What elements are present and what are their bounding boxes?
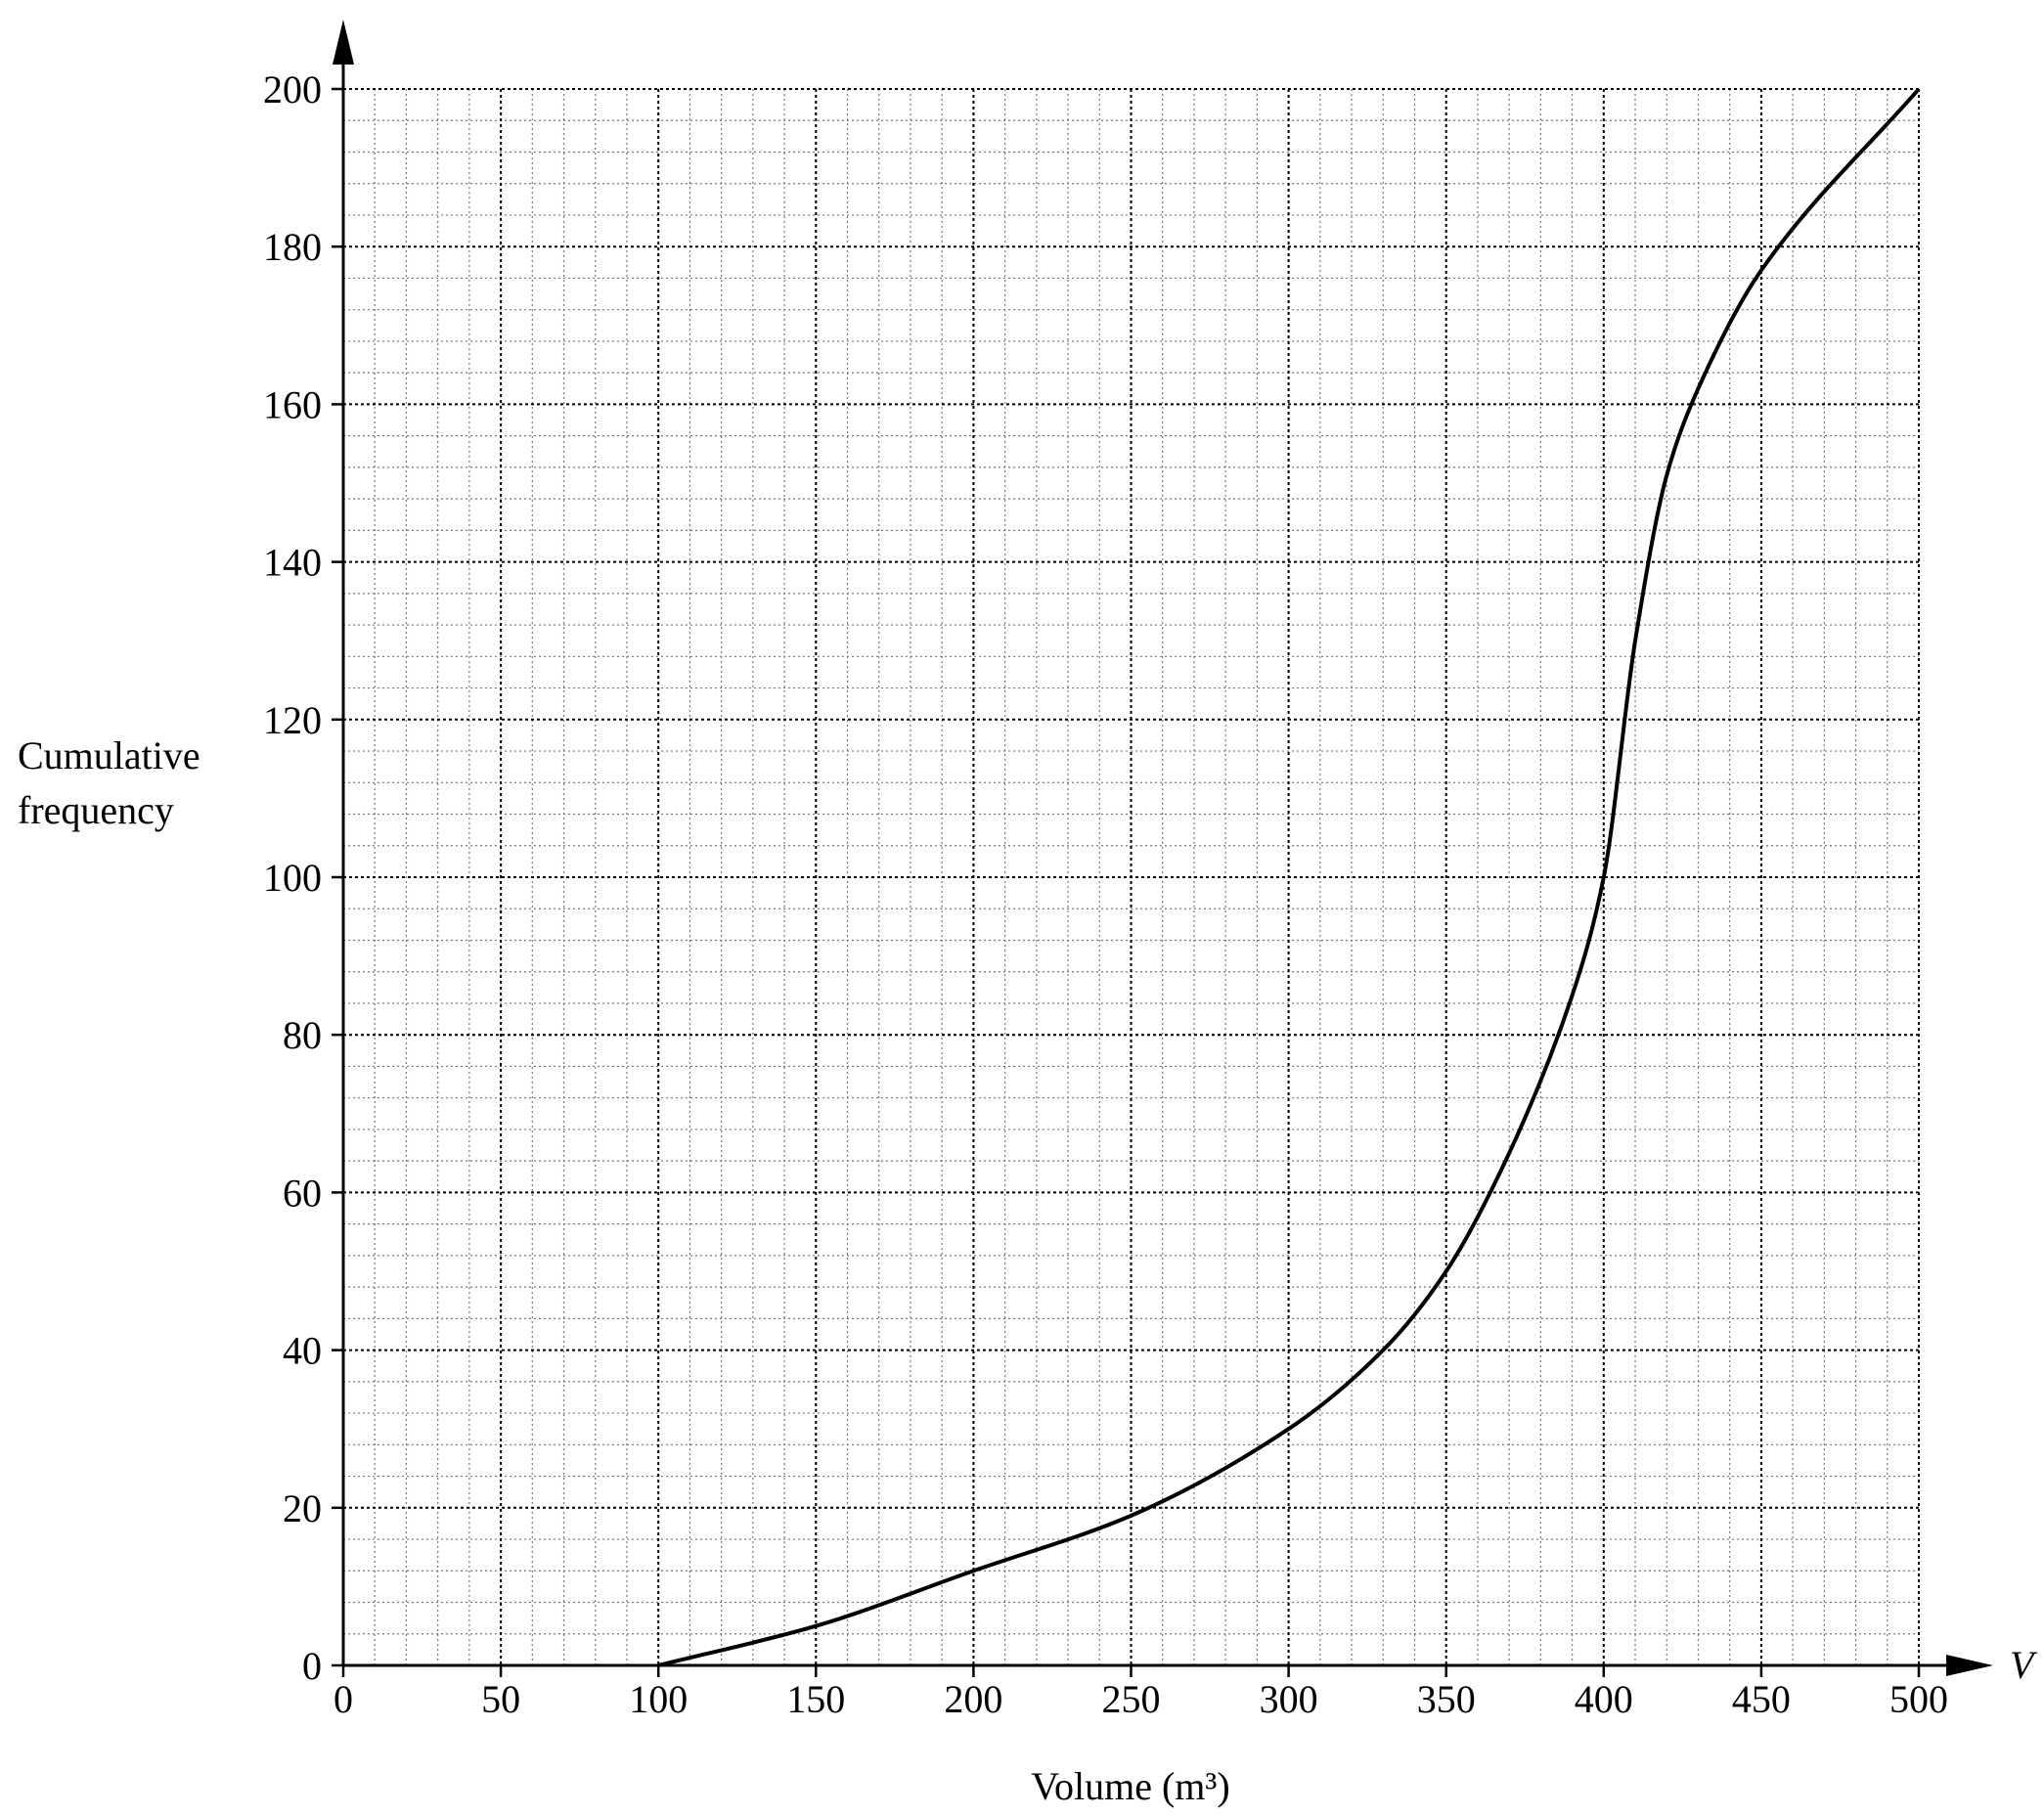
y-tick-label: 100 [263, 856, 322, 900]
x-tick-label: 250 [1102, 1677, 1161, 1721]
y-axis-arrow [333, 20, 354, 65]
x-axis-symbol: V [2010, 1643, 2038, 1687]
x-axis-label: Volume (m³) [1031, 1764, 1229, 1808]
x-tick-label: 100 [629, 1677, 688, 1721]
y-tick-label: 200 [263, 67, 322, 111]
curve [657, 87, 1921, 1667]
y-tick-label: 0 [302, 1644, 322, 1688]
x-tick-label: 400 [1575, 1677, 1633, 1721]
y-tick-label: 40 [283, 1329, 322, 1373]
y-tick-label: 140 [263, 541, 322, 585]
x-tick-label: 350 [1417, 1677, 1476, 1721]
y-tick-label: 80 [283, 1013, 322, 1057]
y-tick-label: 60 [283, 1171, 322, 1215]
x-tick-label: 200 [944, 1677, 1002, 1721]
y-tick-label: 20 [283, 1486, 322, 1530]
x-tick-label: 300 [1260, 1677, 1318, 1721]
grid [342, 88, 1920, 1666]
x-tick-label: 0 [333, 1677, 353, 1721]
x-tick-label: 50 [481, 1677, 520, 1721]
y-tick-label: 180 [263, 225, 322, 269]
x-tick-label: 150 [786, 1677, 845, 1721]
y-axis-label: Cumulative frequency [18, 733, 200, 832]
x-tick-label: 450 [1732, 1677, 1791, 1721]
x-tick-label: 500 [1889, 1677, 1948, 1721]
y-tick-label: 120 [263, 698, 322, 742]
x-axis-arrow [1946, 1655, 1993, 1676]
y-tick-label: 160 [263, 382, 322, 426]
